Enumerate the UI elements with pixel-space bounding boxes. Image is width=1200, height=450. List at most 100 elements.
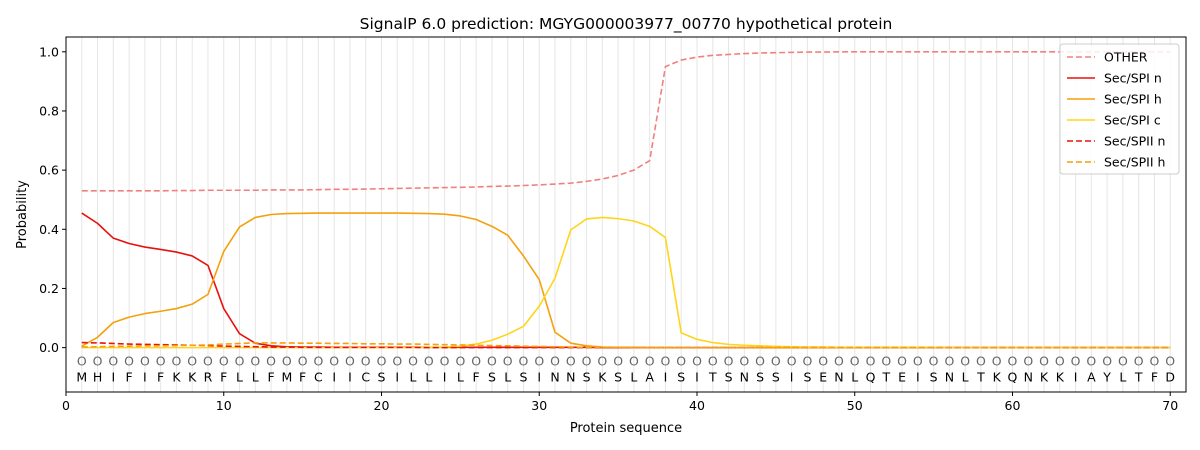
position-marker: O <box>424 353 434 368</box>
position-marker: O <box>1102 353 1112 368</box>
residue-label: L <box>410 370 417 385</box>
series-line-sec-spi-c <box>81 216 1171 349</box>
residue-label: T <box>708 370 717 385</box>
residue-label: E <box>898 370 906 385</box>
residue-label: L <box>252 370 259 385</box>
legend-label: Sec/SPI c <box>1104 113 1161 128</box>
residue-label: N <box>740 370 749 385</box>
residue-label: S <box>677 370 685 385</box>
position-marker: O <box>771 353 781 368</box>
position-marker: O <box>613 353 623 368</box>
residue-label: S <box>519 370 527 385</box>
y-tick-label: 0.2 <box>39 281 59 296</box>
residue-label: K <box>188 370 197 385</box>
residue-label: Q <box>1008 370 1018 385</box>
position-marker: O <box>408 353 418 368</box>
position-marker: O <box>1039 353 1049 368</box>
residue-label: K <box>993 370 1002 385</box>
position-marker: O <box>534 353 544 368</box>
position-marker: O <box>661 353 671 368</box>
position-marker: O <box>913 353 923 368</box>
position-marker: O <box>345 353 355 368</box>
y-tick-label: 0.4 <box>39 222 59 237</box>
position-marker: O <box>692 353 702 368</box>
position-marker: O <box>377 353 387 368</box>
legend-label: Sec/SPII n <box>1104 134 1165 149</box>
residue-label: L <box>962 370 969 385</box>
position-marker: O <box>440 353 450 368</box>
position-marker: O <box>219 353 229 368</box>
residue-label: A <box>1087 370 1096 385</box>
y-tick-label: 0.0 <box>39 340 59 355</box>
position-marker: O <box>881 353 891 368</box>
position-marker: O <box>471 353 481 368</box>
position-marker: O <box>976 353 986 368</box>
residue-label: N <box>566 370 575 385</box>
residue-label: C <box>314 370 323 385</box>
position-marker: O <box>739 353 749 368</box>
residue-label: S <box>930 370 938 385</box>
residue-label: S <box>614 370 622 385</box>
position-marker: O <box>755 353 765 368</box>
residue-label: D <box>1165 370 1175 385</box>
position-marker: O <box>866 353 876 368</box>
position-marker: O <box>645 353 655 368</box>
residue-label: M <box>76 370 87 385</box>
grid-lines <box>81 37 1171 392</box>
residue-label: F <box>125 370 132 385</box>
position-marker: O <box>1055 353 1065 368</box>
residue-label: I <box>916 370 920 385</box>
residue-label: H <box>93 370 102 385</box>
residue-label: I <box>695 370 699 385</box>
position-marker: O <box>298 353 308 368</box>
y-tick-label: 0.6 <box>39 163 59 178</box>
position-marker: O <box>566 353 576 368</box>
residue-label: I <box>537 370 541 385</box>
residue-label: S <box>378 370 386 385</box>
x-tick-label: 50 <box>847 398 863 413</box>
residue-label: I <box>395 370 399 385</box>
position-marker: O <box>124 353 134 368</box>
position-marker: O <box>929 353 939 368</box>
residue-label: I <box>111 370 115 385</box>
sequence-labels: OMOHOIOFOIOFOKOKOROFOLOLOFOMOFOCOIOIOCOS… <box>76 353 1175 384</box>
residue-label: I <box>332 370 336 385</box>
position-marker: O <box>724 353 734 368</box>
position-marker: O <box>834 353 844 368</box>
position-marker: O <box>1118 353 1128 368</box>
residue-label: M <box>281 370 292 385</box>
x-tick-label: 70 <box>1162 398 1178 413</box>
legend-label: Sec/SPI n <box>1104 71 1162 86</box>
position-marker: O <box>897 353 907 368</box>
position-marker: O <box>187 353 197 368</box>
position-marker: O <box>787 353 797 368</box>
residue-label: S <box>583 370 591 385</box>
residue-label: T <box>976 370 985 385</box>
position-marker: O <box>850 353 860 368</box>
x-axis-title: Protein sequence <box>570 421 682 436</box>
residue-label: L <box>504 370 511 385</box>
axes: 0 10 20 30 40 50 60 70 0.0 0.2 0.4 0.6 0.8 1.0 <box>39 44 1178 413</box>
x-tick-label: 20 <box>374 398 390 413</box>
x-tick-label: 10 <box>216 398 232 413</box>
position-marker: O <box>140 353 150 368</box>
residue-label: A <box>645 370 654 385</box>
residue-label: L <box>630 370 637 385</box>
residue-label: I <box>790 370 794 385</box>
position-marker: O <box>629 353 639 368</box>
x-tick-label: 40 <box>689 398 705 413</box>
residue-label: K <box>598 370 607 385</box>
residue-label: I <box>143 370 147 385</box>
residue-label: S <box>756 370 764 385</box>
position-marker: O <box>250 353 260 368</box>
position-marker: O <box>519 353 529 368</box>
position-marker: O <box>1008 353 1018 368</box>
residue-label: K <box>1056 370 1065 385</box>
residue-label: K <box>172 370 181 385</box>
series-line-sec-spi-n <box>81 212 1171 349</box>
residue-label: F <box>473 370 480 385</box>
residue-label: N <box>550 370 559 385</box>
residue-label: S <box>772 370 780 385</box>
position-marker: O <box>944 353 954 368</box>
residue-label: F <box>220 370 227 385</box>
